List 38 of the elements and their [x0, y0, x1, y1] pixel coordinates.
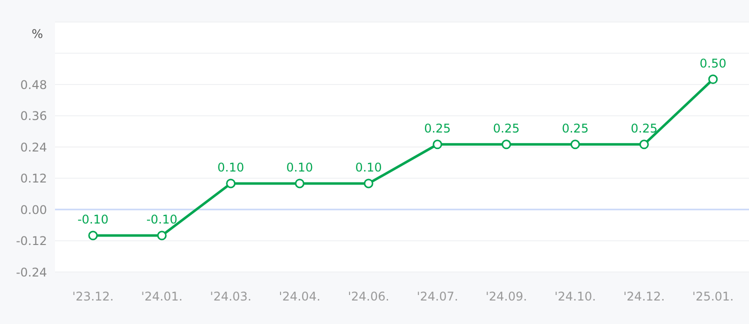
text: 0.25 — [424, 121, 451, 136]
text: 0.10 — [355, 160, 382, 174]
point — [294, 178, 304, 188]
x-tick-label: '25.01. — [692, 290, 734, 304]
text: 0.25 — [630, 121, 658, 136]
x-tick-label: '24.01. — [141, 290, 183, 304]
point — [502, 140, 512, 150]
text: 0.10 — [286, 160, 314, 174]
x-tick-label: '24.07. — [416, 290, 458, 304]
text: 0.25 — [562, 121, 589, 136]
text: -0.10 — [146, 212, 178, 227]
point — [432, 140, 442, 150]
y-tick-label: 0.00 — [20, 202, 47, 217]
x-tick-label: '24.12. — [623, 290, 665, 304]
x-tick-label: '23.12. — [72, 290, 114, 304]
y-tick-label: -0.24 — [16, 265, 47, 280]
x-tick-label: '24.04. — [278, 290, 320, 304]
x-tick-label: '24.06. — [348, 290, 390, 304]
y-tick-label: 0.24 — [20, 140, 47, 154]
point — [88, 230, 98, 240]
y-axis-title: % — [32, 27, 43, 41]
point — [639, 140, 649, 150]
text: 0.25 — [492, 121, 520, 136]
x-tick-label: '24.10. — [554, 290, 596, 304]
y-tick-label: 0.36 — [20, 109, 47, 124]
point — [708, 74, 718, 84]
point — [226, 178, 236, 188]
point — [157, 230, 167, 240]
text: 0.50 — [700, 56, 726, 70]
y-tick-label: -0.12 — [16, 234, 47, 248]
y-tick-label: 0.48 — [20, 78, 47, 92]
text: -0.10 — [77, 212, 109, 227]
x-tick-label: '24.03. — [210, 290, 252, 304]
point — [364, 178, 374, 188]
text: 0.10 — [217, 160, 244, 174]
point — [570, 140, 580, 150]
y-tick-label: 0.12 — [20, 172, 47, 186]
x-tick-label: '24.09. — [486, 290, 528, 304]
